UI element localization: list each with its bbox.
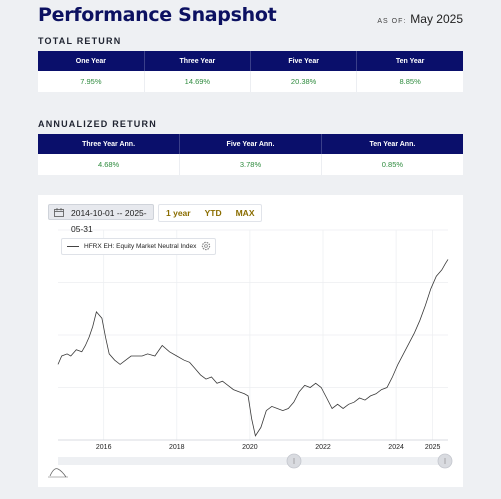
as-of-date: AS OF: May 2025 [377,10,463,28]
val-ten-year: 8.85% [399,77,421,86]
range-button-group: 1 year YTD MAX [158,204,263,222]
gear-icon[interactable] [201,241,211,251]
legend-swatch [67,246,79,247]
col-ten-year: Ten Year [356,51,463,71]
navigator-track[interactable] [58,457,448,465]
series-line [57,259,449,437]
range-1-year-button[interactable]: 1 year [166,208,191,218]
line-chart: 2016 2018 2020 2022 2024 2025 [48,229,453,478]
val-five-year: 20.38% [250,71,358,92]
val-one-year: 7.95% [38,71,145,92]
col-five-year-ann: Five Year Ann. [179,134,322,154]
x-tick-label: 2022 [315,444,331,451]
date-range-text: 2014-10-01 -- 2025-05-31 [71,208,147,234]
x-tick-label: 2025 [425,444,441,451]
page-title: Performance Snapshot [38,4,277,26]
val-three-year-ann: 4.68% [38,154,181,175]
range-ytd-button[interactable]: YTD [204,208,222,218]
x-tick-label: 2016 [96,444,112,451]
chart-legend[interactable]: HFRX EH: Equity Market Neutral Index [61,238,217,255]
col-ten-year-ann: Ten Year Ann. [321,134,463,154]
col-three-year: Three Year [144,51,252,71]
chart-card: 2016 2018 2020 2022 2024 2025 2014-10-01 -- 2… [38,195,463,487]
annualized-return-table: Three Year Ann. Five Year Ann. Ten Year … [38,134,463,175]
annualized-return-heading: ANNUALIZED RETURN [38,119,157,129]
col-one-year: One Year [38,51,145,71]
as-of-value: May 2025 [410,12,463,26]
val-three-year: 14.69% [144,71,252,92]
as-of-label: AS OF: [377,18,407,25]
calendar-icon [54,208,64,217]
total-return-table: One Year Three Year Five Year Ten Year 7… [38,51,463,92]
x-tick-label: 2018 [169,444,185,451]
range-max-button[interactable]: MAX [235,208,255,218]
legend-series-name: HFRX EH: Equity Market Neutral Index [84,243,197,250]
col-five-year: Five Year [250,51,358,71]
val-five-year-ann: 3.78% [179,154,322,175]
date-range-picker[interactable]: 2014-10-01 -- 2025-05-31 [48,204,154,234]
mini-chart-icon [49,468,67,478]
x-tick-label: 2020 [242,444,258,451]
val-ten-year-ann: 0.85% [381,160,404,169]
x-tick-label: 2024 [388,444,404,451]
total-return-heading: TOTAL RETURN [38,36,122,46]
col-three-year-ann: Three Year Ann. [38,134,181,154]
